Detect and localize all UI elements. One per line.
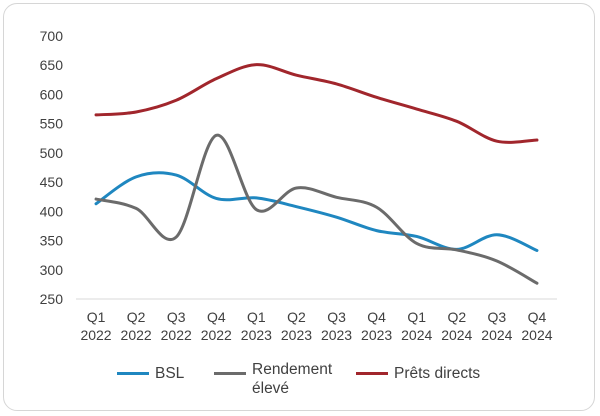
- x-tick-label: Q3 2022: [161, 309, 192, 343]
- x-tick-label: Q2 2022: [121, 309, 152, 343]
- y-tick-label: 450: [40, 174, 64, 190]
- x-tick-label: Q1 2022: [80, 309, 111, 343]
- legend-swatch-prets-directs: [356, 372, 388, 375]
- legend-label-rendement-line-2: élevé: [252, 380, 290, 397]
- y-axis: 250 300 350 400 450 500 550 600 650 700: [40, 28, 64, 307]
- legend-label-bsl: BSL: [155, 365, 185, 382]
- x-axis: Q1 2022 Q2 2022 Q3 2022 Q4 2022 Q1 2023 Q2 2023 Q3 20…: [80, 309, 552, 343]
- y-tick-label: 600: [40, 86, 64, 102]
- y-tick-label: 650: [40, 57, 64, 73]
- x-tick-label: Q4 2022: [201, 309, 232, 343]
- series-line-prets-directs: [94, 63, 539, 144]
- x-tick-label: Q3 2024: [481, 309, 512, 343]
- legend-label-rendement: Rendement élevé: [252, 360, 332, 398]
- x-tick-label: Q1 2024: [401, 309, 432, 343]
- y-tick-label: 700: [40, 28, 64, 44]
- x-tick-label: Q1 2023: [241, 309, 272, 343]
- x-tick-label: Q2 2023: [281, 309, 312, 343]
- y-tick-label: 350: [40, 233, 64, 249]
- x-tick-label: Q4 2024: [521, 309, 552, 343]
- legend-label-rendement-line-1: Rendement: [252, 361, 333, 378]
- y-tick-label: 250: [40, 291, 64, 307]
- legend-swatch-rendement: [214, 372, 246, 375]
- series-lines: [94, 63, 539, 285]
- y-tick-label: 500: [40, 145, 64, 161]
- series-line-bsl: [94, 171, 539, 252]
- x-tick-label: Q3 2023: [321, 309, 352, 343]
- y-tick-label: 550: [40, 116, 64, 132]
- legend-swatch-bsl: [117, 372, 149, 375]
- series-line-rendement-eleve: [94, 133, 539, 285]
- y-tick-label: 300: [40, 262, 64, 278]
- legend-label-prets-directs: Prêts directs: [394, 365, 481, 382]
- y-tick-label: 400: [40, 203, 64, 219]
- x-tick-label: Q2 2024: [441, 309, 472, 343]
- x-tick-label: Q4 2023: [361, 309, 392, 343]
